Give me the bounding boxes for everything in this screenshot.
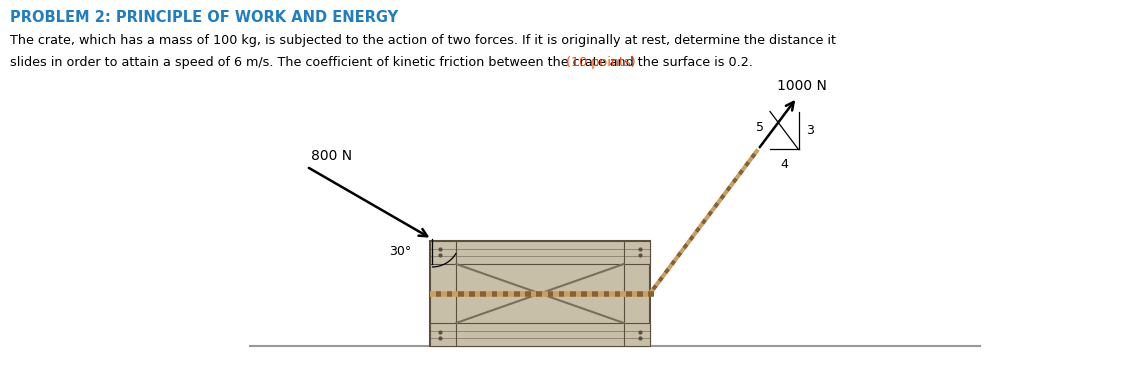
Bar [431,323,650,346]
Bar [431,241,650,264]
Text: 800 N: 800 N [311,149,352,162]
Text: 4: 4 [780,159,788,172]
Text: PROBLEM 2: PRINCIPLE OF WORK AND ENERGY: PROBLEM 2: PRINCIPLE OF WORK AND ENERGY [10,10,398,25]
Text: 3: 3 [807,124,815,137]
Text: 1000 N: 1000 N [777,79,827,93]
Text: (10 points): (10 points) [562,56,636,69]
Text: 30°: 30° [389,245,411,258]
Text: 5: 5 [755,121,765,134]
Bar [431,241,650,346]
Text: The crate, which has a mass of 100 kg, is subjected to the action of two forces.: The crate, which has a mass of 100 kg, i… [10,34,836,47]
Text: slides in order to attain a speed of 6 m/s. The coefficient of kinetic friction : slides in order to attain a speed of 6 m… [10,56,753,69]
